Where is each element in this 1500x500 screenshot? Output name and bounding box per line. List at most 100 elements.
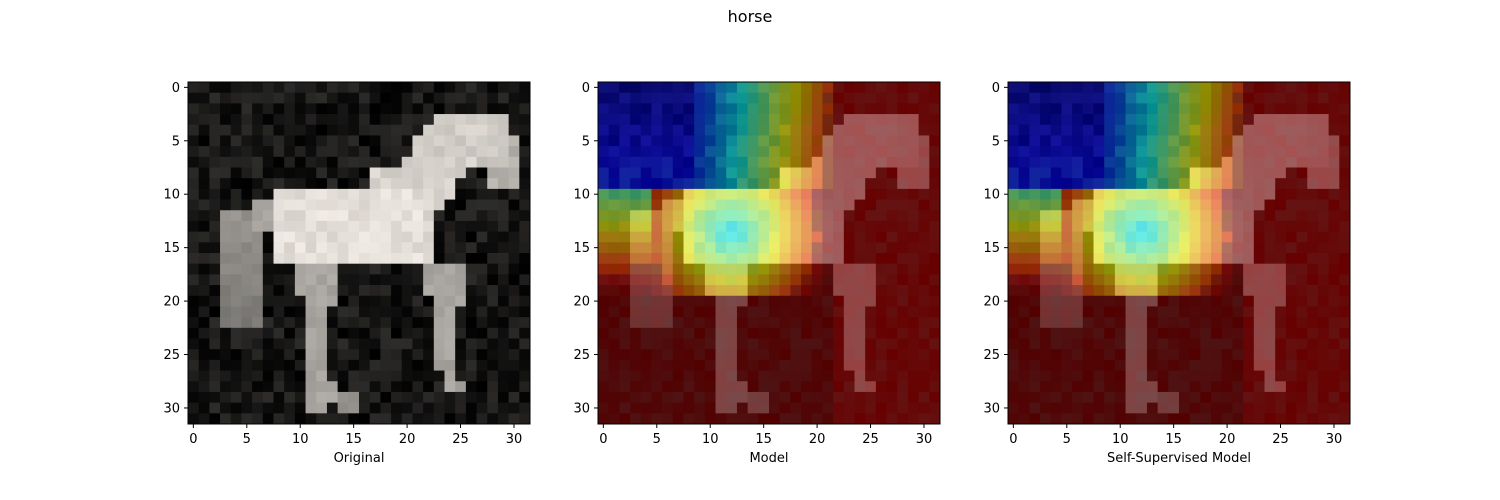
heatmap-cell — [918, 92, 930, 104]
heatmap-cell — [736, 381, 749, 393]
heatmap-cell — [598, 199, 610, 211]
heatmap-cell — [1264, 103, 1276, 115]
heatmap-cell — [188, 92, 200, 104]
heatmap-cell — [209, 167, 221, 179]
heatmap-cell — [758, 199, 770, 211]
heatmap-cell — [833, 188, 845, 200]
heatmap-cell — [1221, 231, 1233, 243]
heatmap-cell — [1114, 402, 1126, 414]
heatmap-cell — [929, 253, 941, 265]
heatmap-cell — [252, 167, 264, 179]
heatmap-cell — [1061, 317, 1073, 329]
heatmap-cell — [1179, 231, 1191, 243]
heatmap-cell — [1317, 317, 1330, 329]
heatmap-cell — [1072, 146, 1084, 158]
heatmap-cell — [455, 285, 467, 297]
heatmap-cell — [1146, 370, 1159, 382]
heatmap-cell — [640, 317, 652, 329]
heatmap-cell — [694, 92, 706, 104]
heatmap-cell — [412, 82, 424, 94]
heatmap-cell — [380, 274, 392, 286]
heatmap-cell — [875, 146, 887, 158]
heatmap-cell — [843, 285, 855, 297]
heatmap-cell — [369, 263, 381, 275]
heatmap-cell — [1211, 103, 1223, 115]
heatmap-cell — [465, 253, 477, 265]
heatmap-cell — [854, 82, 866, 94]
heatmap-cell — [801, 263, 813, 275]
heatmap-cell — [1339, 327, 1351, 339]
heatmap-cell — [1264, 178, 1276, 190]
heatmap-cell — [1339, 359, 1351, 371]
heatmap-cell — [1050, 370, 1062, 382]
heatmap-cell — [1275, 253, 1287, 265]
heatmap-cell — [875, 413, 887, 425]
heatmap-cell — [1221, 381, 1233, 393]
heatmap-cell — [1232, 413, 1244, 425]
heatmap-cell — [1189, 274, 1201, 286]
heatmap-cell — [1093, 413, 1105, 425]
heatmap-cell — [747, 349, 759, 361]
heatmap-cell — [1061, 103, 1073, 115]
heatmap-cell — [337, 295, 349, 307]
heatmap-cell — [476, 349, 488, 361]
heatmap-cell — [865, 391, 877, 404]
heatmap-cell — [726, 199, 738, 211]
heatmap-cell — [683, 135, 695, 147]
heatmap-cell — [1082, 114, 1094, 126]
heatmap-cell — [726, 156, 738, 168]
heatmap-cell — [220, 306, 232, 318]
heatmap-cell — [1243, 413, 1255, 425]
x-tick-label: 0 — [189, 432, 197, 447]
heatmap-cell — [843, 263, 855, 275]
x-tick-label: 20 — [809, 432, 826, 447]
heatmap-cell — [790, 338, 802, 350]
heatmap-cell — [801, 231, 813, 243]
heatmap-cell — [433, 82, 445, 94]
axes-frame — [187, 81, 531, 425]
heatmap-cell — [1285, 285, 1297, 297]
heatmap-cell — [337, 220, 349, 233]
heatmap-cell — [1146, 242, 1159, 254]
y-tick-label: 25 — [163, 348, 180, 363]
heatmap-cell — [294, 359, 306, 371]
heatmap-cell — [694, 199, 706, 211]
heatmap-cell — [273, 220, 285, 233]
heatmap-cell — [348, 210, 360, 222]
heatmap-cell — [672, 402, 684, 414]
heatmap-cell — [726, 338, 738, 350]
heatmap-cell — [769, 242, 781, 254]
heatmap-cell — [640, 124, 652, 136]
heatmap-cell — [1104, 295, 1116, 307]
heatmap-cell — [1328, 285, 1340, 297]
heatmap-cell — [1040, 114, 1052, 126]
heatmap-cell — [918, 413, 930, 425]
heatmap-cell — [726, 317, 738, 329]
heatmap-cell — [875, 285, 887, 297]
heatmap-cell — [1125, 199, 1137, 211]
heatmap-cell — [822, 274, 834, 286]
heatmap-cell — [305, 338, 317, 350]
heatmap-cell — [1050, 295, 1062, 307]
heatmap-cell — [1018, 263, 1030, 275]
heatmap-cell — [294, 402, 306, 414]
heatmap-cell — [1264, 370, 1276, 382]
heatmap-cell — [907, 338, 920, 350]
heatmap-cell — [209, 327, 221, 339]
heatmap-cell — [1029, 220, 1041, 233]
heatmap-cell — [683, 263, 695, 275]
heatmap-cell — [433, 349, 445, 361]
heatmap-cell — [1189, 306, 1201, 318]
heatmap-cell — [519, 146, 531, 158]
heatmap-cell — [769, 295, 781, 307]
heatmap-cell — [1104, 413, 1116, 425]
heatmap-cell — [294, 274, 306, 286]
heatmap-cell — [897, 285, 909, 297]
heatmap-cell — [598, 391, 610, 404]
heatmap-cell — [1082, 295, 1094, 307]
heatmap-cell — [918, 114, 930, 126]
heatmap-cell — [1221, 413, 1233, 425]
heatmap-cell — [423, 317, 435, 329]
heatmap-cell — [640, 156, 652, 168]
heatmap-cell — [1275, 124, 1287, 136]
